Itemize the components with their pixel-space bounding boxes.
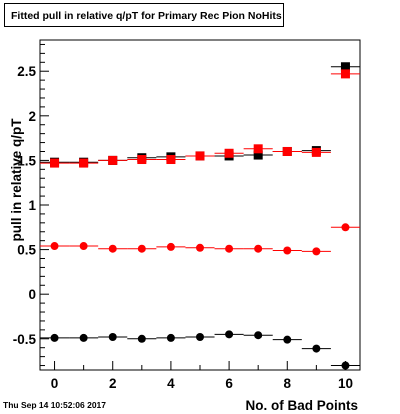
- y-tick-label-0: -0.5: [13, 332, 37, 347]
- x-axis-label: No. of Bad Points: [246, 398, 359, 413]
- series-0-point: [253, 150, 263, 160]
- y-axis-label: pull in relative q/pT: [9, 118, 24, 242]
- y-tick-label-2: 0.5: [17, 243, 36, 258]
- series-3-point: [137, 334, 146, 343]
- title-box: Fitted pull in relative q/pT for Primary…: [4, 3, 284, 27]
- series-1-point: [108, 155, 118, 165]
- x-tick-label-3: 6: [225, 376, 233, 391]
- series-3-point: [108, 333, 117, 341]
- y-tick-label-5: 2: [28, 109, 36, 124]
- series-2-point: [283, 246, 292, 255]
- series-3-point: [196, 333, 204, 341]
- series-1-point: [195, 151, 205, 161]
- series-1-point: [311, 147, 321, 157]
- x-tick-label-2: 4: [167, 376, 175, 391]
- series-1-point: [340, 69, 350, 79]
- series-3-point: [283, 335, 292, 344]
- axis-tick-labels: 0 2 4 6 8 10 -0.5 0 0.5 1 1.5 2 2.5: [13, 64, 353, 391]
- series-1-point: [50, 158, 60, 168]
- series-2-point: [254, 244, 263, 253]
- timestamp: Thu Sep 14 10:52:06 2017: [3, 400, 107, 410]
- series-3-point: [341, 361, 350, 370]
- series-1-point: [253, 144, 263, 154]
- series-3-point: [166, 333, 175, 342]
- series-1-point: [137, 155, 147, 165]
- chart-title: Fitted pull in relative q/pT for Primary…: [11, 10, 282, 22]
- series-2-point: [225, 244, 234, 253]
- series-1-point: [224, 148, 234, 158]
- series-2-point: [166, 242, 175, 251]
- series-3-point: [254, 331, 263, 340]
- y-tick-label-6: 2.5: [17, 64, 36, 79]
- series-2-point: [108, 244, 117, 253]
- plot-frame: [39, 39, 361, 371]
- series-2-point: [312, 247, 321, 256]
- series-1-point: [282, 146, 292, 156]
- series-1-point: [166, 155, 176, 165]
- x-tick-label-0: 0: [51, 376, 59, 391]
- series-3-point: [225, 330, 234, 339]
- series-3-point: [79, 333, 88, 342]
- series-2-point: [196, 243, 204, 252]
- x-tick-label-1: 2: [109, 376, 117, 391]
- series-2-point: [137, 244, 146, 253]
- data-marks: [40, 62, 360, 370]
- series-2-point: [79, 242, 88, 251]
- axis-ticks: [40, 43, 346, 370]
- series-2-point: [341, 223, 350, 232]
- x-tick-label-4: 8: [284, 376, 292, 391]
- series-2-point: [50, 242, 59, 251]
- y-tick-label-4: 1.5: [17, 153, 36, 168]
- y-tick-label-3: 1: [28, 198, 36, 213]
- x-tick-label-5: 10: [338, 376, 353, 391]
- series-3-point: [312, 344, 321, 353]
- series-1-point: [79, 158, 89, 168]
- series-0-point: [340, 62, 350, 72]
- y-tick-label-1: 0: [28, 287, 36, 302]
- series-3-point: [50, 333, 59, 342]
